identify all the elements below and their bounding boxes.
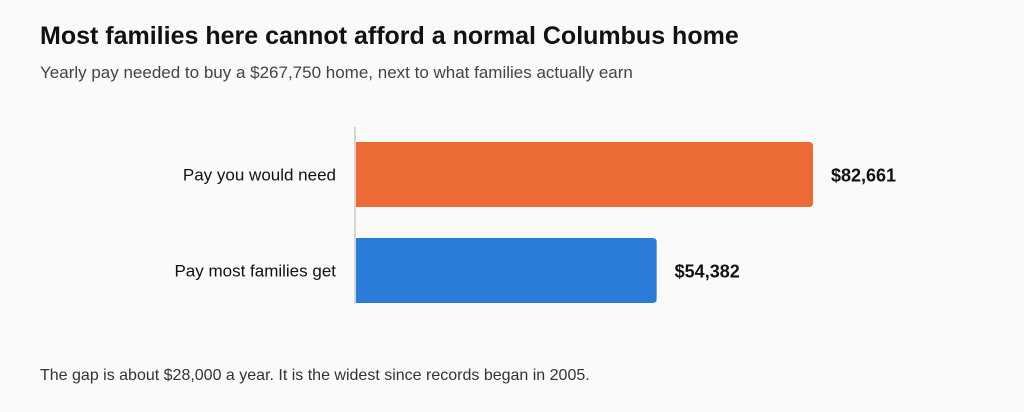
bars-layer: Pay you would need $82,661 Pay most famili…	[174, 142, 896, 303]
category-label-1: Pay most families get	[174, 262, 336, 281]
bar-1	[356, 238, 657, 303]
value-label-0: $82,661	[831, 166, 896, 186]
value-label-1: $54,382	[675, 262, 740, 282]
chart-subtitle: Yearly pay needed to buy a $267,750 home…	[40, 63, 633, 82]
chart-title: Most families here cannot afford a norma…	[40, 22, 739, 50]
bar-0	[356, 142, 813, 207]
category-label-0: Pay you would need	[183, 166, 336, 185]
chart-footnote: The gap is about $28,000 a year. It is t…	[40, 367, 590, 384]
